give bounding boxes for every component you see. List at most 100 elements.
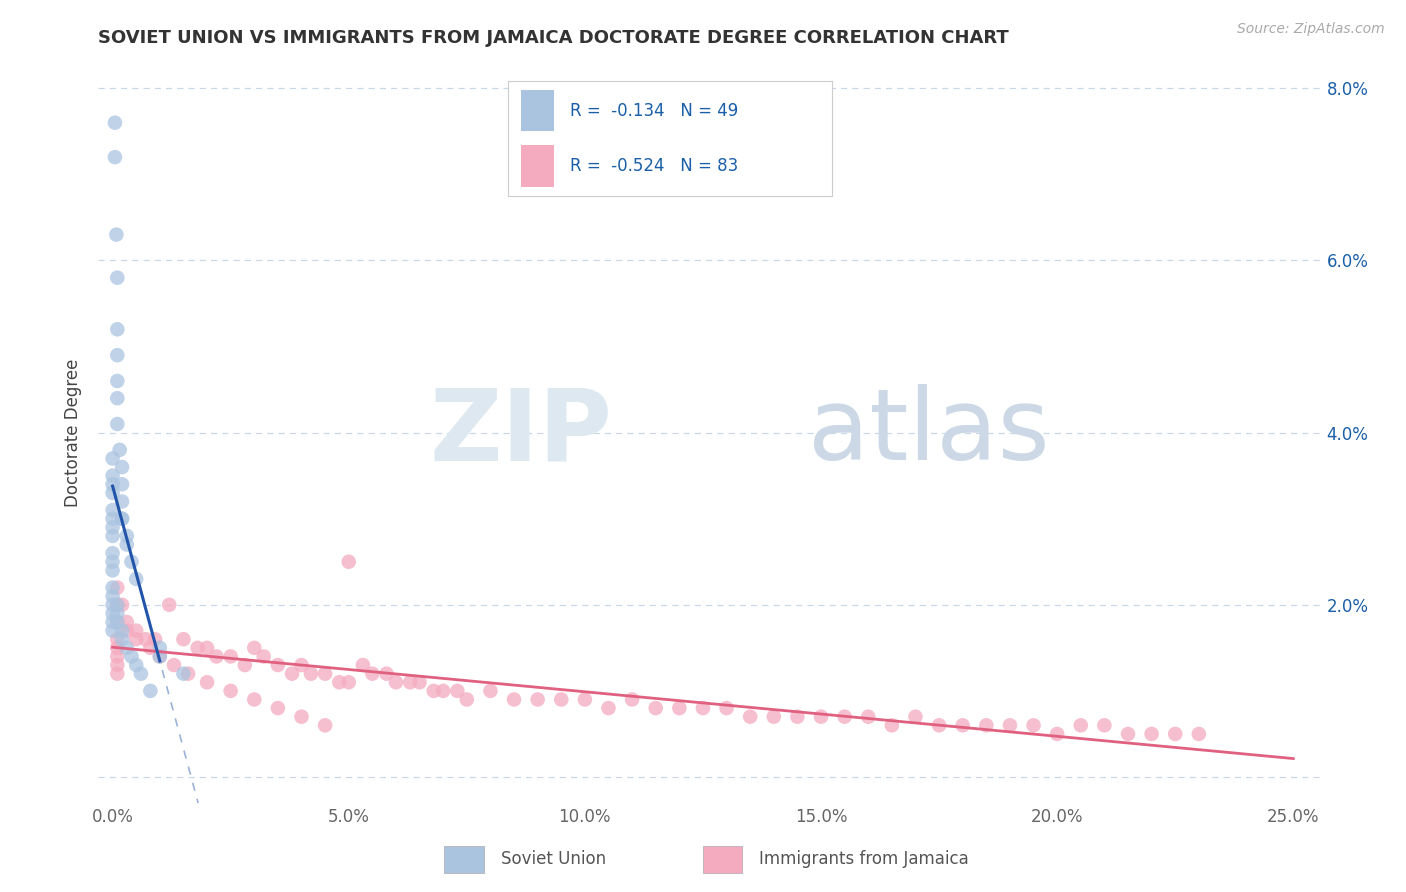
Point (101, 468, 124, 483)
Text: SOVIET UNION VS IMMIGRANTS FROM JAMAICA DOCTORATE DEGREE CORRELATION CHART: SOVIET UNION VS IMMIGRANTS FROM JAMAICA … (98, 29, 1010, 47)
Point (111, 512, 134, 526)
Point (101, 563, 124, 577)
Point (105, 649, 128, 664)
Point (328, 675, 350, 690)
Point (121, 649, 143, 664)
Point (253, 649, 276, 664)
Point (111, 512, 134, 526)
Point (111, 460, 134, 475)
Point (598, 701, 620, 715)
Point (105, 658, 128, 673)
Point (1116, 727, 1139, 741)
Point (998, 718, 1021, 732)
Point (125, 632, 148, 647)
Point (1046, 727, 1069, 741)
Point (314, 666, 336, 681)
Text: Source: ZipAtlas.com: Source: ZipAtlas.com (1237, 22, 1385, 37)
Point (101, 451, 124, 466)
Point (928, 718, 950, 732)
Bar (703, 847, 742, 873)
Point (243, 640, 266, 655)
Point (574, 692, 596, 706)
Point (101, 555, 124, 569)
Point (135, 632, 157, 647)
Point (385, 675, 408, 690)
Point (375, 666, 398, 681)
Point (163, 658, 186, 673)
Point (834, 709, 856, 723)
Point (621, 692, 644, 706)
Point (314, 718, 336, 732)
Point (149, 649, 172, 664)
Point (115, 615, 138, 629)
Point (111, 477, 134, 491)
Point (267, 658, 290, 673)
Point (716, 701, 738, 715)
Point (139, 640, 162, 655)
Text: Immigrants from Jamaica: Immigrants from Jamaica (759, 849, 969, 868)
Point (108, 442, 131, 457)
Point (105, 598, 128, 612)
Point (101, 477, 124, 491)
Text: atlas: atlas (808, 384, 1049, 481)
Point (111, 598, 134, 612)
Point (337, 555, 360, 569)
Point (101, 529, 124, 543)
Text: ZIP: ZIP (429, 384, 612, 481)
Point (101, 546, 124, 560)
Point (101, 581, 124, 595)
Point (644, 701, 666, 715)
Bar (444, 847, 484, 873)
Point (740, 709, 762, 723)
Point (692, 701, 714, 715)
Point (1140, 727, 1163, 741)
Point (243, 692, 266, 706)
Point (1070, 718, 1092, 732)
Point (904, 709, 927, 723)
Point (952, 718, 974, 732)
Point (446, 684, 468, 698)
Point (1022, 718, 1045, 732)
Point (105, 374, 128, 388)
Point (143, 632, 166, 647)
Point (1164, 727, 1187, 741)
Point (550, 692, 572, 706)
Point (157, 598, 180, 612)
Point (111, 632, 134, 647)
Point (361, 666, 384, 681)
Point (408, 675, 430, 690)
Point (105, 391, 128, 405)
Point (880, 718, 903, 732)
Point (101, 512, 124, 526)
Point (101, 486, 124, 500)
Point (111, 494, 134, 508)
Point (125, 658, 148, 673)
Point (115, 529, 138, 543)
Point (105, 348, 128, 362)
Point (101, 624, 124, 638)
Point (503, 692, 526, 706)
Point (1092, 718, 1115, 732)
Point (762, 709, 785, 723)
Point (139, 684, 162, 698)
Point (149, 640, 172, 655)
Point (399, 675, 422, 690)
Point (105, 227, 128, 242)
Point (104, 116, 127, 130)
Point (976, 718, 998, 732)
Point (219, 649, 242, 664)
Point (149, 649, 172, 664)
Point (479, 684, 502, 698)
Point (101, 607, 124, 621)
Point (187, 640, 209, 655)
Point (101, 520, 124, 534)
Point (526, 692, 548, 706)
Point (219, 684, 242, 698)
Point (299, 666, 322, 681)
Point (105, 632, 128, 647)
Point (105, 615, 128, 629)
Point (105, 417, 128, 431)
Point (172, 666, 194, 681)
Point (267, 701, 290, 715)
Point (281, 666, 304, 681)
